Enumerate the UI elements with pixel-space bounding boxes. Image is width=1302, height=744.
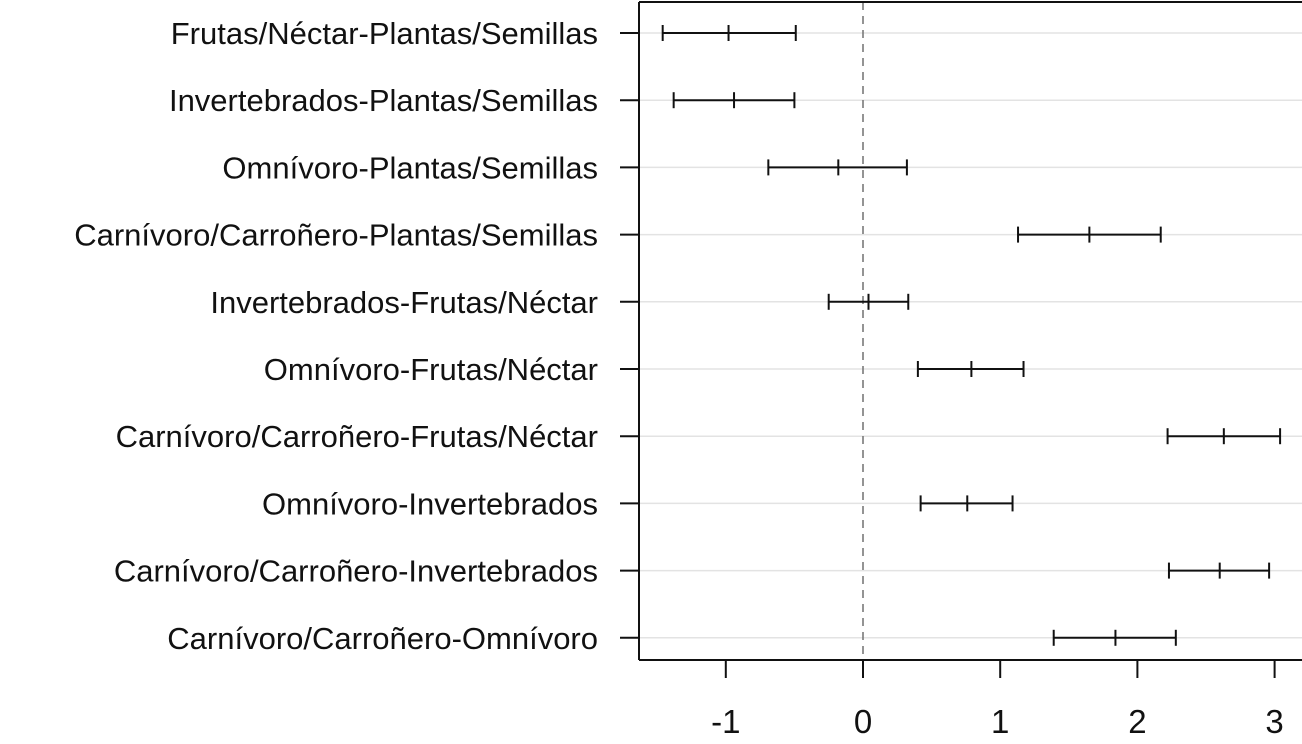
interval-mark xyxy=(1017,226,1162,243)
category-labels: Frutas/Néctar-Plantas/Semillas Invertebra… xyxy=(74,16,598,656)
interval-mark xyxy=(767,159,908,176)
x-tick-label: 0 xyxy=(854,703,872,740)
error-bars xyxy=(661,25,1282,646)
interval-mark xyxy=(1166,428,1282,445)
y-tick-label: Omnívoro-Plantas/Semillas xyxy=(222,150,598,185)
gridlines xyxy=(639,32,1302,639)
interval-mark xyxy=(661,25,797,41)
interval-mark xyxy=(827,293,910,310)
y-tick-label: Frutas/Néctar-Plantas/Semillas xyxy=(171,16,598,51)
interval-mark xyxy=(916,361,1025,377)
y-tick-label: Omnívoro-Invertebrados xyxy=(262,486,598,521)
y-tick-label: Carnívoro/Carroñero-Frutas/Néctar xyxy=(116,419,598,454)
y-tick-label: Invertebrados-Plantas/Semillas xyxy=(169,83,598,118)
x-tick-label: -1 xyxy=(711,703,740,740)
y-tick-label: Carnívoro/Carroñero-Omnívoro xyxy=(167,621,598,656)
x-tick-label: 1 xyxy=(991,703,1009,740)
x-tick-label: 3 xyxy=(1265,703,1283,740)
y-tick-label: Omnívoro-Frutas/Néctar xyxy=(264,352,598,387)
interval-mark xyxy=(672,92,796,109)
interval-mark xyxy=(1052,629,1177,646)
y-tick-label: Invertebrados-Frutas/Néctar xyxy=(210,285,598,320)
interval-mark xyxy=(919,495,1014,512)
y-tick-label: Carnívoro/Carroñero-Invertebrados xyxy=(114,554,598,589)
axes: -1 0 1 2 3 xyxy=(620,1,1302,740)
x-tick-label: 2 xyxy=(1128,703,1146,740)
y-tick-label: Carnívoro/Carroñero-Plantas/Semillas xyxy=(74,218,598,253)
interval-mark xyxy=(1167,562,1271,579)
